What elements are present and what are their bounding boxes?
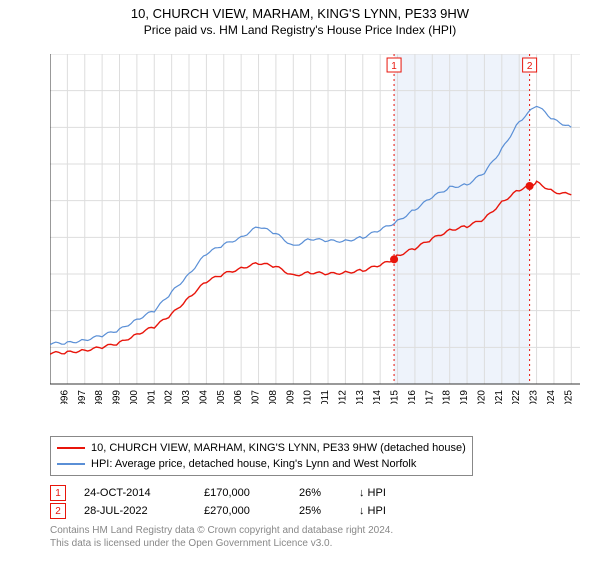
chart-container: 10, CHURCH VIEW, MARHAM, KING'S LYNN, PE… <box>0 6 600 566</box>
legend-label: HPI: Average price, detached house, King… <box>91 456 416 472</box>
marker-idx: 1 <box>55 488 61 499</box>
svg-text:2003: 2003 <box>181 390 192 404</box>
marker-date: 28-JUL-2022 <box>84 505 204 517</box>
svg-text:2020: 2020 <box>476 390 487 404</box>
svg-text:2017: 2017 <box>424 390 435 404</box>
legend-item: 10, CHURCH VIEW, MARHAM, KING'S LYNN, PE… <box>57 440 466 456</box>
marker-badge-1: 1 <box>50 485 66 501</box>
svg-text:1997: 1997 <box>77 390 88 404</box>
marker-pct: 26% <box>299 487 359 499</box>
legend: 10, CHURCH VIEW, MARHAM, KING'S LYNN, PE… <box>50 436 473 476</box>
svg-text:1996: 1996 <box>59 390 70 404</box>
svg-text:1999: 1999 <box>112 390 123 404</box>
svg-text:2022: 2022 <box>511 390 522 404</box>
svg-text:2021: 2021 <box>494 390 505 404</box>
svg-text:2009: 2009 <box>285 390 296 404</box>
marker-arrow: ↓ HPI <box>359 505 429 517</box>
legend-label: 10, CHURCH VIEW, MARHAM, KING'S LYNN, PE… <box>91 440 466 456</box>
svg-text:2000: 2000 <box>129 390 140 404</box>
legend-item: HPI: Average price, detached house, King… <box>57 456 466 472</box>
marker-table: 1 24-OCT-2014 £170,000 26% ↓ HPI 2 28-JU… <box>50 484 429 520</box>
svg-text:2019: 2019 <box>459 390 470 404</box>
svg-text:2004: 2004 <box>198 390 209 404</box>
legend-swatch-blue <box>57 463 85 465</box>
legend-swatch-red <box>57 447 85 449</box>
chart-area: £0£50K£100K£150K£200K£250K£300K£350K£400… <box>50 54 580 404</box>
svg-text:2002: 2002 <box>164 390 175 404</box>
footnote-line: Contains HM Land Registry data © Crown c… <box>50 524 393 537</box>
svg-text:2005: 2005 <box>216 390 227 404</box>
svg-text:2010: 2010 <box>303 390 314 404</box>
svg-text:2014: 2014 <box>372 390 383 404</box>
svg-text:1: 1 <box>391 61 397 72</box>
marker-date: 24-OCT-2014 <box>84 487 204 499</box>
chart-subtitle: Price paid vs. HM Land Registry's House … <box>0 23 600 37</box>
svg-text:1995: 1995 <box>50 390 53 404</box>
svg-text:2024: 2024 <box>546 390 557 404</box>
chart-svg: £0£50K£100K£150K£200K£250K£300K£350K£400… <box>50 54 580 404</box>
svg-text:2023: 2023 <box>529 390 540 404</box>
svg-text:2001: 2001 <box>146 390 157 404</box>
svg-text:1998: 1998 <box>94 390 105 404</box>
svg-text:2007: 2007 <box>251 390 262 404</box>
marker-row: 2 28-JUL-2022 £270,000 25% ↓ HPI <box>50 502 429 520</box>
svg-text:2016: 2016 <box>407 390 418 404</box>
svg-text:2018: 2018 <box>442 390 453 404</box>
marker-price: £270,000 <box>204 505 299 517</box>
svg-text:2008: 2008 <box>268 390 279 404</box>
footnote-line: This data is licensed under the Open Gov… <box>50 537 393 550</box>
marker-pct: 25% <box>299 505 359 517</box>
marker-arrow: ↓ HPI <box>359 487 429 499</box>
marker-badge-2: 2 <box>50 503 66 519</box>
chart-title: 10, CHURCH VIEW, MARHAM, KING'S LYNN, PE… <box>0 6 600 21</box>
svg-text:2012: 2012 <box>337 390 348 404</box>
marker-row: 1 24-OCT-2014 £170,000 26% ↓ HPI <box>50 484 429 502</box>
svg-text:2011: 2011 <box>320 390 331 404</box>
svg-text:2: 2 <box>527 61 533 72</box>
svg-text:2025: 2025 <box>563 390 574 404</box>
marker-idx: 2 <box>55 506 61 517</box>
svg-text:2013: 2013 <box>355 390 366 404</box>
svg-text:2015: 2015 <box>390 390 401 404</box>
svg-text:2006: 2006 <box>233 390 244 404</box>
marker-price: £170,000 <box>204 487 299 499</box>
footnote: Contains HM Land Registry data © Crown c… <box>50 524 393 550</box>
